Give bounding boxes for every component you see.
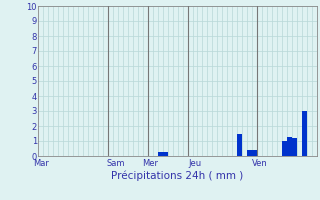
Bar xyxy=(252,150,257,156)
Bar xyxy=(282,141,287,156)
Bar xyxy=(287,137,292,156)
Bar xyxy=(158,152,163,156)
Bar xyxy=(292,138,297,156)
Bar xyxy=(163,152,168,156)
Bar xyxy=(237,134,242,156)
Bar xyxy=(302,111,307,156)
Bar xyxy=(247,150,252,156)
X-axis label: Précipitations 24h ( mm ): Précipitations 24h ( mm ) xyxy=(111,171,244,181)
